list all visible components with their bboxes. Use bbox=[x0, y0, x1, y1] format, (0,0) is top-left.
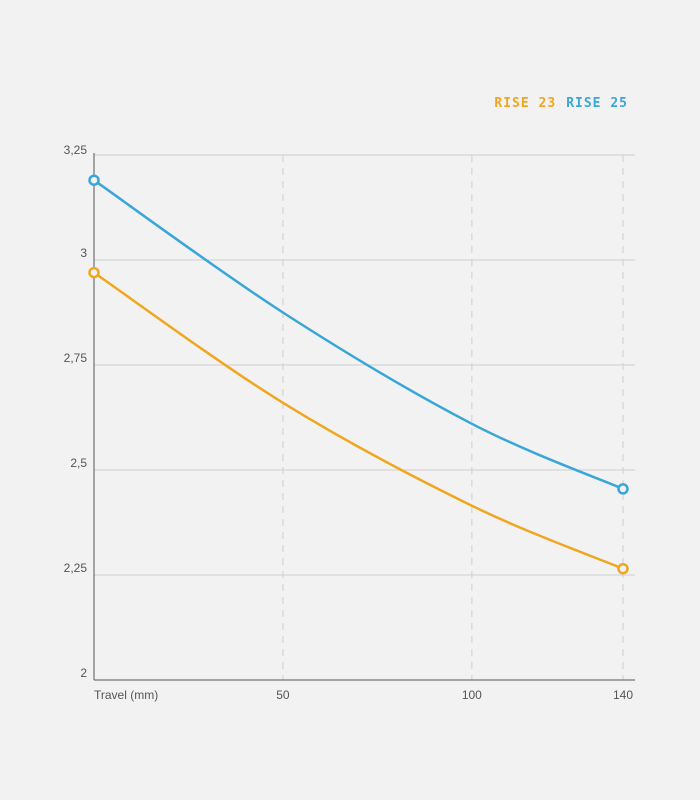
rise-23-line bbox=[92, 271, 625, 570]
y-tick-label: 2,25 bbox=[64, 561, 88, 575]
x-tick-label: 100 bbox=[462, 688, 482, 702]
y-tick-label: 2,75 bbox=[64, 351, 88, 365]
rise-25-point bbox=[617, 483, 629, 495]
rise-23-point bbox=[88, 266, 100, 279]
y-tick-labels: 2 2,25 2,5 2,75 3 3,25 bbox=[64, 143, 88, 680]
legend-rise-25: RISE 25 bbox=[566, 96, 628, 111]
y-tick-label: 2 bbox=[80, 666, 87, 680]
rise-25-point bbox=[88, 174, 100, 186]
y-tick-label: 2,5 bbox=[70, 456, 87, 470]
legend: RISE 25 RISE 23 bbox=[494, 96, 628, 111]
axes bbox=[93, 153, 635, 681]
x-tick-label: 140 bbox=[613, 688, 633, 702]
x-axis-label: Travel (mm) bbox=[94, 688, 158, 702]
legend-rise-23: RISE 23 bbox=[494, 96, 556, 111]
series bbox=[88, 174, 629, 575]
x-tick-label: 50 bbox=[276, 688, 290, 702]
rise-23-point bbox=[617, 562, 629, 575]
grid bbox=[94, 154, 635, 680]
y-tick-label: 3 bbox=[80, 246, 87, 260]
x-tick-labels: Travel (mm) 50 100 140 bbox=[94, 688, 633, 702]
rise-25-line bbox=[92, 178, 625, 491]
y-tick-label: 3,25 bbox=[64, 143, 88, 157]
